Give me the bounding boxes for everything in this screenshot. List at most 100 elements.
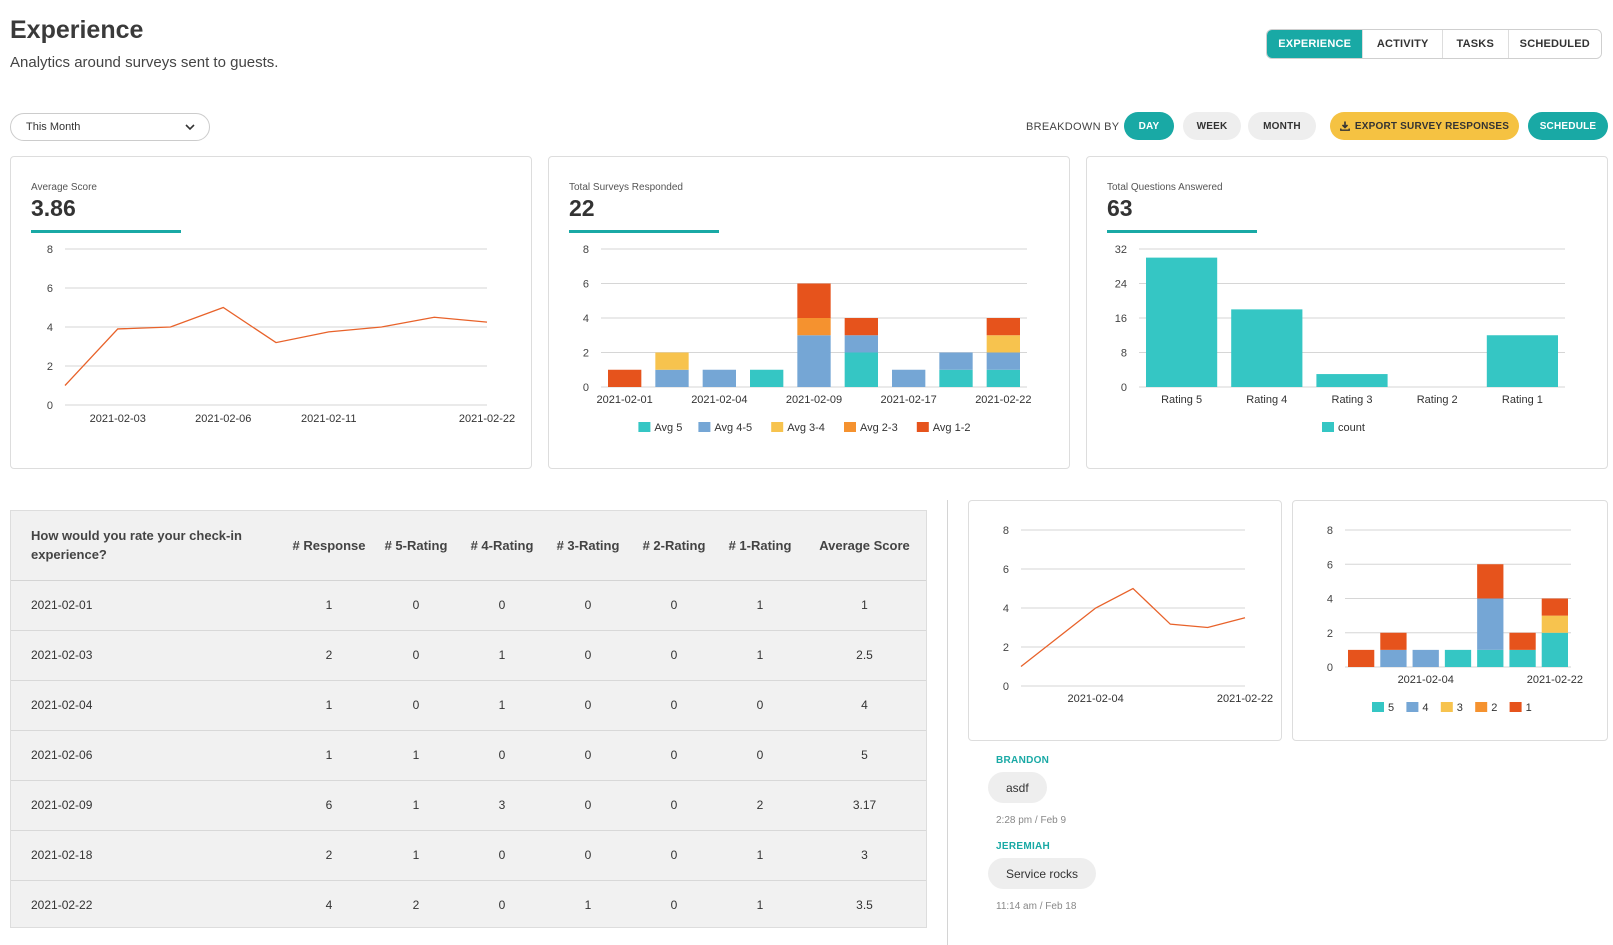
table-cell: 0 xyxy=(373,580,459,631)
period-select[interactable]: This Month xyxy=(10,113,210,141)
comment-time: 11:14 am / Feb 18 xyxy=(996,901,1077,912)
table-header-row: How would you rate your check-in experie… xyxy=(11,511,926,581)
table-cell: 1 xyxy=(803,580,926,631)
x-tick-label: 2021-02-03 xyxy=(90,413,146,425)
table-cell: 2 xyxy=(412,898,420,913)
bar-segment xyxy=(1477,598,1504,650)
question-table: How would you rate your check-in experie… xyxy=(10,510,927,928)
top-tabs: EXPERIENCE ACTIVITY TASKS SCHEDULED xyxy=(1266,29,1602,59)
table-cell: 3.17 xyxy=(803,780,926,831)
tab-scheduled[interactable]: SCHEDULED xyxy=(1507,30,1601,58)
bar-segment xyxy=(986,318,1020,336)
table-row: 2021-02-03 2 0 1 0 0 1 2.5 xyxy=(11,630,926,681)
series-line xyxy=(64,306,488,386)
x-tick-label: 2021-02-22 xyxy=(975,394,1031,406)
table-row: 2021-02-09 6 1 3 0 0 2 3.17 xyxy=(11,780,926,831)
legend-swatch xyxy=(638,422,651,432)
legend-swatch xyxy=(1475,702,1488,712)
table-cell: 0 xyxy=(631,580,717,631)
breakdown-week-button[interactable]: WEEK xyxy=(1183,112,1241,140)
table-cell-date: 2021-02-03 xyxy=(11,630,285,681)
bar-segment xyxy=(844,335,878,353)
x-tick-label: 2021-02-01 xyxy=(597,394,653,406)
y-tick-label: 4 xyxy=(47,322,53,334)
legend-swatch xyxy=(1372,702,1384,712)
table-cell: 2 xyxy=(285,630,373,681)
y-tick-label: 8 xyxy=(1121,348,1127,360)
total-surveys-underline xyxy=(569,230,719,233)
legend-swatch xyxy=(698,422,711,432)
table-cell: 1 xyxy=(285,680,373,731)
table-cell: 1 xyxy=(717,830,803,881)
table-cell: 0 xyxy=(545,580,631,631)
breakdown-month-button[interactable]: MONTH xyxy=(1248,112,1316,140)
table-cell: 0 xyxy=(631,780,717,831)
x-tick-label: 2021-02-06 xyxy=(195,413,251,425)
legend-swatch xyxy=(844,422,856,432)
bar-segment xyxy=(986,369,1020,387)
average-score-label: Average Score xyxy=(31,182,97,193)
bar-segment xyxy=(986,335,1020,353)
bar-segment xyxy=(750,369,784,387)
average-score-card: Average Score 3.86 0 2 4 6 8 2021-02-03 2021-0… xyxy=(10,156,532,469)
y-tick-label: 6 xyxy=(47,283,53,295)
section-divider xyxy=(947,500,948,945)
table-cell: 3.5 xyxy=(856,898,873,913)
table-cell-date: 2021-02-06 xyxy=(11,730,285,781)
table-header-1-rating: # 1-Rating xyxy=(717,511,803,581)
y-tick-label: 8 xyxy=(1003,525,1009,537)
table-cell: 0 xyxy=(631,680,717,731)
table-cell: 0 xyxy=(498,898,506,913)
page-subtitle: Analytics around surveys sent to guests. xyxy=(10,54,279,71)
table-cell-date: 2021-02-04 xyxy=(11,680,285,731)
download-icon xyxy=(1339,121,1350,131)
tab-activity[interactable]: ACTIVITY xyxy=(1362,30,1442,58)
table-row: 2021-02-01 1 0 0 0 0 1 1 xyxy=(11,580,926,631)
table-row: 2021-02-06 1 1 0 0 0 0 5 xyxy=(11,730,926,781)
bar-segment xyxy=(1380,632,1407,650)
table-header-5-rating: # 5-Rating xyxy=(373,511,459,581)
y-tick-label: 8 xyxy=(583,244,589,256)
legend-label: Avg 1-2 xyxy=(933,422,971,434)
y-tick-label: 4 xyxy=(1327,594,1333,606)
table-cell-date: 2021-02-22 xyxy=(31,898,93,913)
table-cell-date: 2021-02-01 xyxy=(11,580,285,631)
table-row: 2021-02-04 1 0 1 0 0 0 4 xyxy=(11,680,926,731)
table-header-4-rating: # 4-Rating xyxy=(459,511,545,581)
y-tick-label: 2 xyxy=(1003,642,1009,654)
question-bars-chart: 0 2 4 6 8 2021-02-04 2021-02-22 5 4 3 2 1 xyxy=(1327,525,1583,714)
comment-author: JEREMIAH xyxy=(996,841,1051,852)
bar-segment xyxy=(1444,649,1472,667)
table-cell: 1 xyxy=(584,898,592,913)
average-score-chart: 0 2 4 6 8 2021-02-03 2021-02-06 2021-02-11 2021-… xyxy=(47,244,515,425)
legend-swatch xyxy=(1509,702,1522,712)
y-tick-label: 4 xyxy=(583,313,589,325)
y-tick-label: 0 xyxy=(47,400,53,412)
comment-time: 2:28 pm / Feb 9 xyxy=(996,815,1067,826)
table-cell: 1 xyxy=(373,730,459,781)
export-survey-responses-button[interactable]: EXPORT SURVEY RESPONSES xyxy=(1330,112,1519,140)
y-tick-label: 0 xyxy=(583,382,589,394)
table-cell: 3 xyxy=(459,780,545,831)
total-surveys-card: Total Surveys Responded 22 0 2 4 6 8 2021-02-… xyxy=(548,156,1070,469)
table-header-average-score: Average Score xyxy=(803,511,926,581)
total-surveys-label: Total Surveys Responded xyxy=(569,182,683,193)
y-tick-label: 6 xyxy=(583,279,589,291)
table-cell: 1 xyxy=(373,830,459,881)
y-tick-label: 6 xyxy=(1003,564,1009,576)
tab-tasks[interactable]: TASKS xyxy=(1441,30,1508,58)
x-tick-label: Rating 4 xyxy=(1246,394,1287,406)
table-cell: 2.5 xyxy=(803,630,926,681)
table-cell: 0 xyxy=(631,630,717,681)
bar-segment xyxy=(1231,309,1303,387)
schedule-button[interactable]: SCHEDULE xyxy=(1528,112,1608,140)
tab-experience[interactable]: EXPERIENCE xyxy=(1267,30,1363,58)
table-cell: 6 xyxy=(285,780,373,831)
legend-swatch xyxy=(916,422,929,432)
table-cell-date: 2021-02-18 xyxy=(11,830,285,881)
breakdown-day-button[interactable]: DAY xyxy=(1124,112,1174,140)
table-header-question: How would you rate your check-in experie… xyxy=(11,511,285,581)
table-header-response: # Response xyxy=(285,511,373,581)
table-cell: 2 xyxy=(285,830,373,881)
y-tick-label: 4 xyxy=(1003,603,1009,615)
